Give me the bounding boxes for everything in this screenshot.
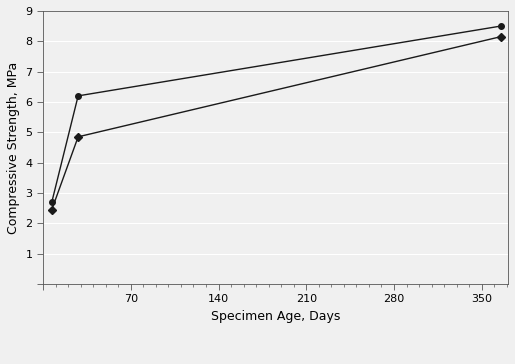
X-axis label: Specimen Age, Days: Specimen Age, Days xyxy=(211,310,340,323)
Cylinders xyxy=(75,135,81,139)
Cores xyxy=(497,24,504,28)
Cores xyxy=(75,94,81,98)
Line: Cylinders: Cylinders xyxy=(49,34,503,212)
Cylinders xyxy=(497,35,504,39)
Y-axis label: Compressive Strength, MPa: Compressive Strength, MPa xyxy=(7,61,20,234)
Cylinders xyxy=(49,207,55,212)
Line: Cores: Cores xyxy=(49,23,503,205)
Cores xyxy=(49,200,55,204)
